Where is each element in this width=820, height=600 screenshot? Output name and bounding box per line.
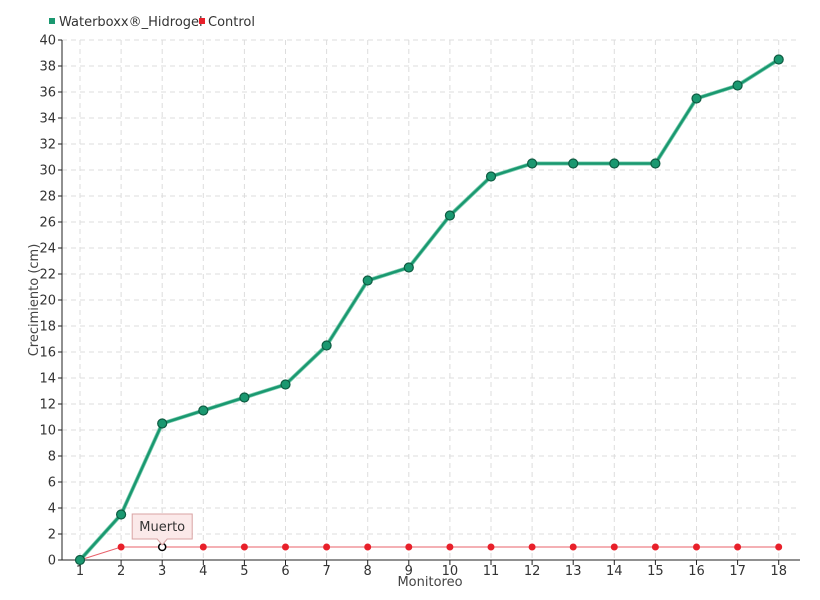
data-point[interactable] [651,543,659,551]
x-tick-label: 15 [647,564,664,579]
y-tick-label: 0 [48,554,56,569]
data-point[interactable] [691,93,702,104]
data-point[interactable] [323,543,331,551]
y-tick-label: 24 [39,242,56,257]
y-tick-label: 14 [39,372,56,387]
series-line [79,546,779,561]
y-tick-label: 28 [39,190,56,205]
series-line [79,58,780,561]
data-point[interactable] [650,158,661,169]
annotation-text: Muerto [139,520,185,535]
data-point[interactable] [362,275,373,286]
x-tick-label: 4 [199,564,207,579]
y-tick-label: 22 [39,268,56,283]
legend[interactable]: Waterboxx®_Hidrogel Control [49,15,255,30]
x-tick-label: 6 [281,564,289,579]
y-tick-label: 38 [39,60,56,75]
y-axis-title: Crecimiento (cm) [27,244,42,357]
x-axis-title: Monitoreo [397,575,462,590]
data-point[interactable] [487,543,495,551]
data-point[interactable] [569,543,577,551]
data-point[interactable] [693,543,700,551]
x-tick-label: 16 [688,564,705,579]
y-tick-label: 32 [39,138,56,153]
data-point[interactable] [773,54,784,65]
x-tick-label: 9 [405,564,413,579]
x-tick-label: 18 [770,564,787,579]
data-point[interactable] [240,543,248,551]
data-point[interactable] [485,171,497,182]
data-point[interactable] [405,543,413,551]
series-waterboxx [74,54,784,566]
x-tick-label: 14 [606,564,623,579]
y-tick-label: 30 [39,164,56,179]
data-point[interactable] [403,262,414,273]
annotation-callout: Muerto [131,513,193,546]
x-tick-label: 11 [483,564,500,579]
x-tick-label: 8 [364,564,372,579]
legend-swatch-control [199,18,205,24]
data-point[interactable] [526,158,538,169]
data-point[interactable] [117,543,125,551]
data-point[interactable] [446,543,454,551]
data-point[interactable] [568,158,579,169]
data-point[interactable] [734,543,742,551]
y-tick-label: 18 [39,320,56,335]
legend-label-waterboxx: Waterboxx®_Hidrogel [59,15,203,30]
y-tick-label: 26 [39,216,56,231]
data-point[interactable] [157,418,168,429]
y-tick-label: 6 [48,476,56,491]
y-tick-label: 40 [39,34,56,49]
data-point[interactable] [444,210,455,221]
data-point[interactable] [280,379,291,390]
data-point[interactable] [198,405,209,416]
y-tick-label: 34 [39,112,56,127]
x-tick-label: 12 [524,564,541,579]
data-point[interactable] [282,543,289,551]
x-tick-label: 17 [729,564,746,579]
legend-label-control: Control [208,15,255,30]
y-tick-label: 16 [39,346,56,361]
y-tick-label: 2 [48,528,56,543]
data-point[interactable] [239,392,250,403]
y-tick-label: 20 [39,294,56,309]
series-control [76,542,783,564]
x-tick-label: 13 [565,564,582,579]
y-tick-label: 8 [48,450,56,465]
data-point[interactable] [610,543,618,551]
data-point[interactable] [199,543,207,551]
data-point[interactable] [115,509,127,520]
data-point[interactable] [732,80,743,91]
y-tick-label: 12 [39,398,56,413]
y-tick-label: 36 [39,86,56,101]
x-tick-label: 2 [117,564,125,579]
y-tick-label: 4 [48,502,56,517]
x-ticks: 1 2 3 4 5 6 7 8 9 10 11 12 13 14 15 16 17 18 [76,560,787,579]
data-point[interactable] [775,543,783,551]
legend-item-waterboxx[interactable]: Waterboxx®_Hidrogel [49,15,203,30]
x-tick-label: 7 [322,564,330,579]
x-tick-label: 1 [76,564,84,579]
annotation-box [131,513,193,546]
x-tick-label: 3 [158,564,166,579]
legend-swatch-waterboxx [49,18,55,24]
y-tick-label: 10 [39,424,56,439]
annotation-layer: Muerto [131,513,193,546]
legend-item-control[interactable]: Control [199,15,255,30]
x-tick-label: 10 [442,564,459,579]
data-point[interactable] [321,340,332,351]
data-point[interactable] [364,543,372,551]
x-tick-label: 5 [240,564,248,579]
series-layer [74,54,784,566]
data-point[interactable] [528,543,536,551]
data-point[interactable] [609,158,620,169]
grid [62,39,800,560]
data-point[interactable] [74,554,86,566]
